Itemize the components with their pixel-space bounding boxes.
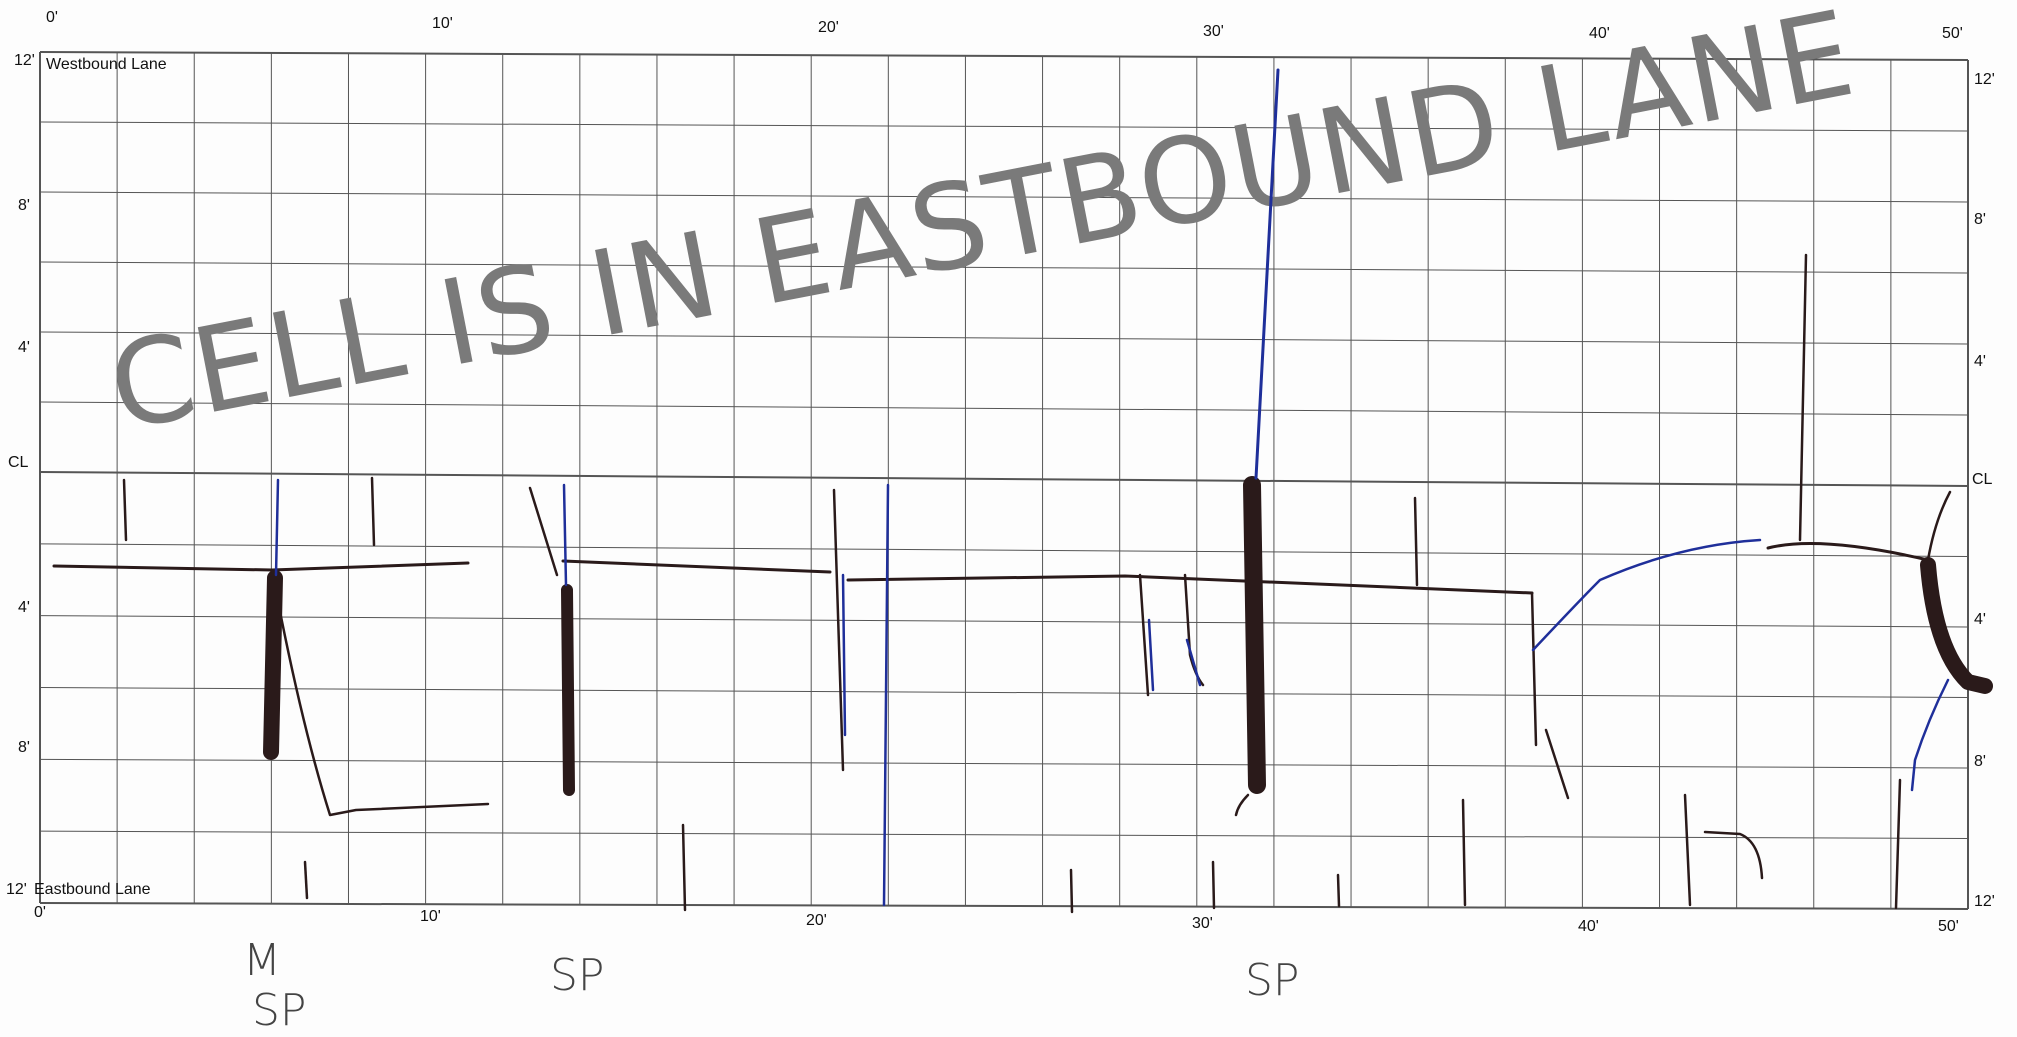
transverse-crack-20 xyxy=(832,488,845,772)
top-tick-40: 40' xyxy=(1589,25,1610,42)
bottom-tick-20: 20' xyxy=(806,912,827,929)
grid-row-line xyxy=(39,830,1969,839)
bottom-tick-10: 10' xyxy=(420,908,441,925)
grid-row-line xyxy=(39,401,1969,416)
crack-curl-50 xyxy=(1926,490,1952,562)
grid-row-line xyxy=(39,261,1969,274)
short-crack-6 xyxy=(1413,496,1419,587)
grid-row-line xyxy=(39,121,1969,132)
short-crack-3 xyxy=(528,486,559,577)
handwritten-sp-label-2: SP xyxy=(550,950,604,1001)
blue-crack-markings xyxy=(274,68,1950,907)
crack-markings xyxy=(52,253,1993,914)
short-crack-1 xyxy=(122,478,128,542)
right-tick-12-east: 12' xyxy=(1974,893,1995,910)
top-tick-0: 0' xyxy=(46,9,58,26)
sealed-crack-31ft xyxy=(1243,476,1266,794)
sealed-crack-6ft xyxy=(263,570,283,760)
blue-crack-29a xyxy=(1147,618,1155,692)
left-tick-8-west: 8' xyxy=(18,197,30,214)
transverse-crack-38 xyxy=(1530,591,1538,747)
longitudinal-crack-d xyxy=(1766,542,1930,562)
grid-row-line xyxy=(39,191,1969,203)
blue-crack-50ft xyxy=(1910,678,1950,792)
blue-crack-29b xyxy=(1185,638,1202,687)
bottom-tick-0: 0' xyxy=(34,904,46,921)
sealed-crack-50ft xyxy=(1920,557,1993,694)
blue-crack-6ft xyxy=(274,478,280,577)
short-crack-2 xyxy=(370,476,376,547)
top-tick-10: 10' xyxy=(432,15,453,32)
crack-hook-30 xyxy=(1234,793,1250,817)
crack-spur-a xyxy=(270,568,490,817)
short-crack-15 xyxy=(1894,778,1902,910)
top-tick-50: 50' xyxy=(1942,25,1963,42)
bottom-tick-50: 50' xyxy=(1938,918,1959,935)
short-crack-4 xyxy=(1138,573,1150,697)
top-tick-20: 20' xyxy=(818,19,839,36)
right-tick-8-east: 8' xyxy=(1974,753,1986,770)
blue-crack-31ft-west xyxy=(1254,68,1280,480)
right-tick-8-west: 8' xyxy=(1974,211,1986,228)
short-crack-14 xyxy=(1703,830,1764,880)
short-crack-12 xyxy=(1461,798,1467,907)
right-tick-cl: CL xyxy=(1972,471,1993,488)
grid-row-line xyxy=(39,543,1969,557)
longitudinal-crack-c xyxy=(846,574,1534,595)
blue-crack-13ft xyxy=(562,483,568,587)
right-tick-12-west: 12' xyxy=(1974,71,1995,88)
right-tick-4-west: 4' xyxy=(1974,353,1986,370)
eastbound-lane-label: Eastbound Lane xyxy=(34,881,151,898)
longitudinal-crack-a xyxy=(52,561,470,572)
left-tick-12-west: 12' xyxy=(14,52,35,69)
grid-row-line xyxy=(39,331,1969,345)
blue-crack-curve-40 xyxy=(1531,538,1762,652)
longitudinal-crack-b xyxy=(561,559,832,574)
crack-spur-39 xyxy=(1544,728,1570,800)
short-crack-11 xyxy=(1336,873,1341,908)
grid-row-line xyxy=(39,758,1969,769)
handwritten-sp-label-3: SP xyxy=(1245,955,1299,1006)
grid-row-line xyxy=(39,51,1969,61)
left-tick-4-east: 4' xyxy=(18,599,30,616)
left-tick-4-west: 4' xyxy=(18,339,30,356)
short-crack-8 xyxy=(303,860,309,900)
transverse-crack-46 xyxy=(1798,253,1808,542)
short-crack-10 xyxy=(1211,860,1216,910)
blue-crack-20ft xyxy=(841,573,847,737)
handwritten-m-label: M xyxy=(243,935,281,986)
pavement-grid xyxy=(39,51,1969,910)
grid-row-line xyxy=(39,687,1969,698)
westbound-lane-label: Westbound Lane xyxy=(46,56,167,73)
centerline xyxy=(39,471,1969,487)
short-crack-13 xyxy=(1683,793,1692,907)
bottom-tick-40: 40' xyxy=(1578,918,1599,935)
short-crack-7 xyxy=(681,823,687,912)
left-tick-cl: CL xyxy=(8,454,29,471)
blue-crack-21ft xyxy=(882,483,890,907)
short-crack-9 xyxy=(1069,868,1074,914)
eastbound-lane-stamp: CELL IS IN EASTBOUND LANE xyxy=(99,0,1866,457)
sealed-crack-13ft xyxy=(561,584,575,796)
top-tick-30: 30' xyxy=(1203,23,1224,40)
left-tick-12-east: 12' xyxy=(6,881,27,898)
bottom-tick-30: 30' xyxy=(1192,915,1213,932)
right-tick-4-east: 4' xyxy=(1974,611,1986,628)
handwritten-sp-label-1: SP xyxy=(252,985,306,1036)
grid-row-line xyxy=(39,902,1969,910)
grid-row-line xyxy=(39,615,1969,628)
left-tick-8-east: 8' xyxy=(18,739,30,756)
